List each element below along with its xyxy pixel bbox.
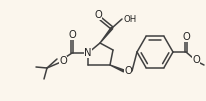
Text: O: O	[192, 55, 200, 65]
Polygon shape	[100, 27, 113, 43]
Text: O: O	[124, 66, 132, 76]
Text: OH: OH	[123, 15, 137, 24]
Text: O: O	[182, 32, 190, 42]
Text: O: O	[59, 56, 67, 66]
Text: N: N	[84, 48, 92, 58]
Text: O: O	[68, 30, 76, 40]
Text: O: O	[94, 10, 102, 20]
Polygon shape	[110, 65, 124, 72]
